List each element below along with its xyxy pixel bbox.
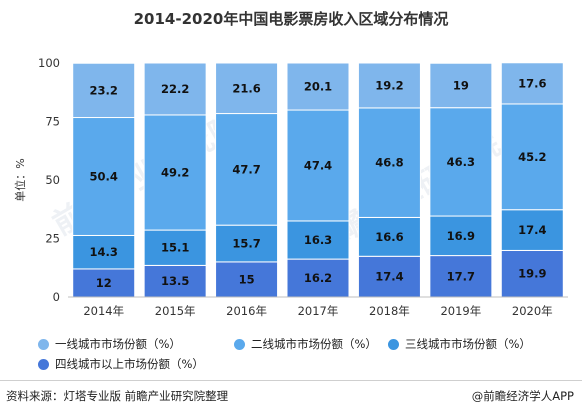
data-label: 14.3 xyxy=(90,245,118,259)
bar-segment xyxy=(215,261,279,298)
data-label: 49.2 xyxy=(161,166,189,180)
bar-segment xyxy=(215,113,279,226)
bar-segment xyxy=(429,107,493,217)
chart-plot: 0 25 50 75 100 单位：% 12 14.3 50.4 23.2 2014年 13.5 15.… xyxy=(13,56,568,318)
data-label: 17.4 xyxy=(518,223,546,237)
bar-segment xyxy=(286,62,350,111)
data-label: 21.6 xyxy=(232,81,260,95)
y-tick-label: 75 xyxy=(45,115,60,129)
data-label: 47.4 xyxy=(304,158,332,172)
legend-swatch xyxy=(234,338,245,350)
bar-segment xyxy=(500,62,564,105)
data-label: 17.4 xyxy=(375,270,403,284)
data-label: 15 xyxy=(239,272,255,286)
y-tick-label: 0 xyxy=(53,290,60,304)
bar-segment xyxy=(72,234,136,270)
data-label: 19.9 xyxy=(518,267,546,281)
legend-label: 四线城市以上市场份额（%） xyxy=(55,357,204,371)
legend-item: 一线城市市场份额（%） xyxy=(38,336,181,352)
x-tick-label: 2016年 xyxy=(226,304,267,318)
data-label: 15.7 xyxy=(232,237,260,251)
data-label: 47.7 xyxy=(232,162,260,176)
data-label: 23.2 xyxy=(90,83,118,97)
x-tick-label: 2015年 xyxy=(155,304,196,318)
bar-segment xyxy=(429,255,493,298)
data-label: 45.2 xyxy=(518,150,546,164)
source-note: 资料来源：灯塔专业版 前瞻产业研究院整理 xyxy=(6,389,229,403)
y-tick-label: 100 xyxy=(38,56,60,70)
legend-item: 三线城市市场份额（%） xyxy=(388,336,531,352)
legend-label: 一线城市市场份额（%） xyxy=(55,337,181,351)
data-label: 19 xyxy=(453,78,469,92)
bar-segment xyxy=(500,209,564,251)
chart-title: 2014-2020年中国电影票房收入区域分布情况 xyxy=(133,10,449,28)
bar-segment xyxy=(429,62,493,109)
x-tick-label: 2014年 xyxy=(83,304,124,318)
bar-segment xyxy=(72,62,136,119)
data-label: 17.7 xyxy=(447,269,475,283)
bar-segment xyxy=(143,114,207,231)
x-tick-label: 2020年 xyxy=(512,304,553,318)
bar-segment xyxy=(143,229,207,266)
legend-swatch xyxy=(38,358,49,370)
data-label: 16.2 xyxy=(304,271,332,285)
footer-divider xyxy=(0,380,582,381)
brand-credit: @前瞻经济学人APP xyxy=(471,389,574,403)
data-label: 15.1 xyxy=(161,241,189,255)
bar-segment xyxy=(500,103,564,211)
bar-segment xyxy=(357,62,421,109)
y-tick-label: 25 xyxy=(45,232,60,246)
legend-label: 二线城市市场份额（%） xyxy=(251,337,377,351)
data-label: 16.9 xyxy=(447,229,475,243)
y-axis-label: 单位：% xyxy=(13,158,27,201)
y-tick-label: 50 xyxy=(45,173,60,187)
data-label: 22.2 xyxy=(161,82,189,96)
bar-segment xyxy=(357,216,421,257)
legend-swatch xyxy=(38,338,49,350)
x-tick-label: 2019年 xyxy=(440,304,481,318)
bar-segment xyxy=(286,220,350,260)
data-label: 46.8 xyxy=(375,156,403,170)
bar-segment xyxy=(286,109,350,222)
bar-segment xyxy=(429,215,493,257)
data-label: 50.4 xyxy=(90,169,118,183)
x-tick-label: 2018年 xyxy=(369,304,410,318)
legend-item: 四线城市以上市场份额（%） xyxy=(38,356,204,372)
data-label: 16.3 xyxy=(304,233,332,247)
bar-segment xyxy=(143,62,207,116)
legend-swatch xyxy=(388,338,399,350)
legend-label: 三线城市市场份额（%） xyxy=(405,337,531,351)
data-label: 12 xyxy=(96,276,112,290)
data-label: 16.6 xyxy=(375,230,403,244)
x-tick-label: 2017年 xyxy=(298,304,339,318)
bar-segment xyxy=(72,117,136,236)
data-label: 46.3 xyxy=(447,155,475,169)
bar-segment xyxy=(215,62,279,115)
data-label: 13.5 xyxy=(161,274,189,288)
data-label: 17.6 xyxy=(518,76,546,90)
legend-item: 二线城市市场份额（%） xyxy=(234,336,377,352)
data-label: 19.2 xyxy=(375,78,403,92)
data-label: 20.1 xyxy=(304,80,332,94)
bar-segment xyxy=(357,255,421,298)
